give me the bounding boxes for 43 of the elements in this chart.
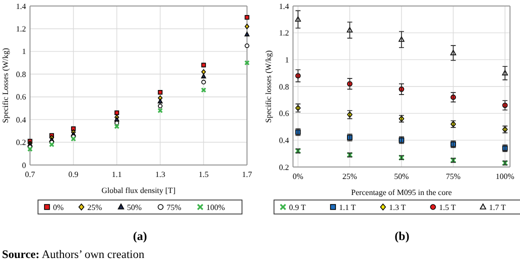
y-tick-label: 0.8 [16,70,26,79]
legend-label: 1.3 T [389,203,406,212]
y-tick-label: 0.6 [16,92,26,102]
y-axis-title: Specific Losses (W/kg) [1,48,10,124]
text: (b) [394,229,410,243]
source-note: Source: Authors’ own creation [2,249,145,261]
y-tick-label: 0.4 [279,136,289,145]
legend-label: 1.7 T [489,203,506,212]
x-axis-title: Global flux density [T] [102,186,176,195]
text: (a) [133,229,147,243]
x-tick-label: 50% [394,172,410,181]
y-tick-label: 1.4 [279,2,289,11]
y-tick-label: 0.2 [279,162,289,172]
y-tick-label: 1.2 [279,28,289,38]
x-tick-label: 1.5 [198,170,209,179]
legend-label: 1.5 T [439,203,456,212]
legend-label: 100% [206,203,226,212]
x-tick-label: 1.3 [155,170,166,179]
x-tick-label: 100% [496,172,515,181]
x-tick-label: 1.7 [242,170,252,179]
y-tick-label: 1.4 [16,2,26,11]
x-tick-label: 25% [342,172,358,181]
x-tick-label: 0.7 [25,170,35,179]
x-tick-label: 1.1 [112,170,122,179]
legend-label: 25% [87,203,102,212]
y-tick-label: 0.2 [16,138,26,148]
legend-label: 50% [127,203,142,212]
y-tick-label: 0 [22,160,26,170]
y-tick-label: 1 [22,47,26,56]
x-tick-label: 75% [446,172,461,181]
x-tick-label: 0.9 [68,170,78,179]
x-tick-label: 0% [292,172,304,181]
y-tick-label: 0.8 [279,82,289,92]
y-tick-label: 0.4 [16,115,26,124]
y-axis-title: Specific losses (W/kg) [264,50,273,123]
y-tick-label: 1.2 [16,24,26,34]
legend-label: 0% [53,203,64,212]
legend-label: 1.1 T [339,203,356,212]
legend-label: 75% [166,203,182,212]
y-tick-label: 1 [285,55,289,64]
legend-label: 0.9 T [289,203,306,212]
y-tick-label: 0.6 [279,109,289,118]
x-axis-title: Percentage of M095 in the core [351,188,452,197]
